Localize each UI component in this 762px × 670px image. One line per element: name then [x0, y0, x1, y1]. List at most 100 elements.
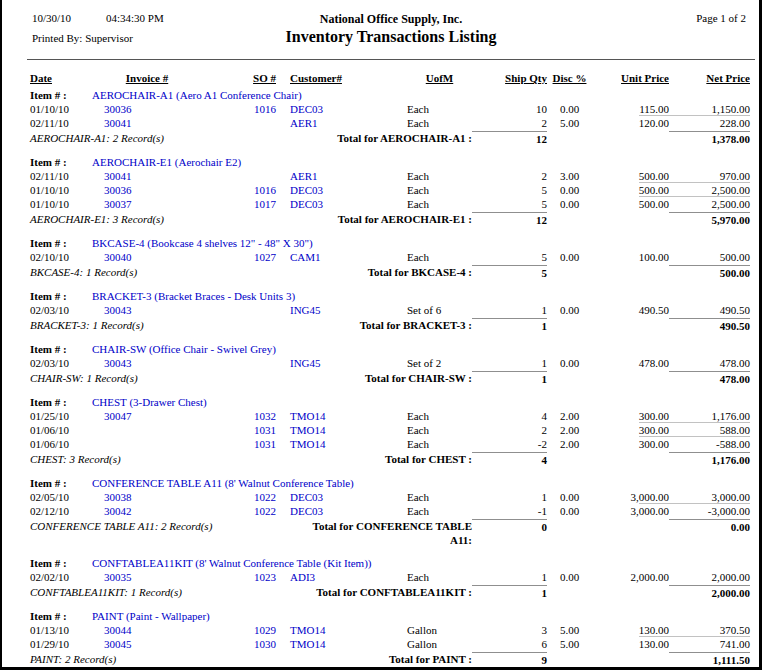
item-number-label: Item # :	[30, 155, 92, 169]
cell-ship-qty: 10	[472, 102, 547, 116]
total-disc-spacer	[547, 371, 592, 386]
cell-gap	[276, 504, 286, 518]
cell-uofm: Each	[362, 437, 472, 451]
cell-invoice-number: 30042	[92, 504, 202, 518]
item-number-label: Item # :	[30, 476, 92, 490]
total-label: Total for AEROCHAIR-E1 :	[297, 212, 472, 227]
total-ship-qty: 9	[472, 652, 547, 667]
item-section: Item # : CHEST (3-Drawer Chest) 01/25/10…	[30, 395, 759, 467]
transaction-row: 02/11/10 30041 AER1 Each 2 5.00 120.00 2…	[30, 116, 750, 130]
total-label: Total for BRACKET-3 :	[297, 318, 472, 333]
column-header-so: SO #	[202, 71, 276, 85]
cell-invoice-number: 30040	[92, 250, 202, 264]
report-title: Inventory Transactions Listing	[30, 28, 752, 46]
total-net-price: 0.00	[669, 519, 750, 547]
column-header-net-price: Net Price	[669, 71, 750, 85]
transaction-row: 01/29/10 30045 1030 TMO14 Gallon 6 5.00 …	[30, 637, 750, 651]
section-rows: 02/05/10 30038 1022 DEC03 Each 1 0.00 3,…	[30, 490, 759, 518]
section-footer-row: AEROCHAIR-E1: 3 Record(s) Total for AERO…	[30, 212, 750, 227]
cell-unit-price: 100.00	[592, 250, 669, 264]
cell-gap	[276, 303, 286, 317]
cell-uofm: Each	[362, 250, 472, 264]
cell-unit-price: 300.00	[592, 423, 669, 437]
records-count: BRACKET-3: 1 Record(s)	[30, 318, 297, 333]
records-count: CONFERENCE TABLE A11: 2 Record(s)	[30, 519, 297, 547]
cell-so-number: 1016	[202, 183, 276, 197]
transaction-row: 01/06/10 1031 TMO14 Each 2 2.00 300.00 5…	[30, 423, 750, 437]
total-net-price: 490.50	[669, 318, 750, 333]
total-unit-spacer	[592, 212, 669, 227]
cell-date: 01/10/10	[30, 183, 92, 197]
section-footer-row: CHEST: 3 Record(s) Total for CHEST : 4 1…	[30, 452, 750, 467]
item-section: Item # : BRACKET-3 (Bracket Braces - Des…	[30, 289, 759, 333]
cell-ship-qty: -1	[472, 504, 547, 518]
cell-date: 01/06/10	[30, 423, 92, 437]
cell-ship-qty: 1	[472, 356, 547, 370]
column-header-ship-qty: Ship Qty	[472, 71, 547, 85]
cell-disc-percent: 5.00	[547, 637, 592, 651]
section-rows: 01/10/10 30036 1016 DEC03 Each 10 0.00 1…	[30, 102, 759, 130]
cell-uofm: Each	[362, 570, 472, 584]
column-header-disc-label: Disc %	[553, 72, 587, 84]
column-header-unit-price: Unit Price	[592, 71, 669, 85]
cell-disc-percent: 2.00	[547, 423, 592, 437]
item-section: Item # : CONFERENCE TABLE A11 (8' Walnut…	[30, 476, 759, 547]
cell-customer-number: DEC03	[286, 504, 362, 518]
section-rows: 02/02/10 30035 1023 ADI3 Each 1 0.00 2,0…	[30, 570, 759, 584]
cell-invoice-number: 30037	[92, 197, 202, 211]
cell-customer-number: ING45	[286, 303, 362, 317]
cell-customer-number: ADI3	[286, 570, 362, 584]
column-header-customer: Customer#	[286, 71, 362, 85]
section-rows: 02/11/10 30041 AER1 Each 2 3.00 500.00 9…	[30, 169, 759, 211]
section-footer-row: CONFERENCE TABLE A11: 2 Record(s) Total …	[30, 519, 750, 547]
cell-uofm: Each	[362, 102, 472, 116]
item-section: Item # : BKCASE-4 (Bookcase 4 shelves 12…	[30, 236, 759, 280]
item-header-row: Item # : CHEST (3-Drawer Chest)	[30, 395, 750, 409]
cell-customer-number: ING45	[286, 356, 362, 370]
page-number: Page 1 of 2	[696, 12, 746, 24]
column-header-invoice: Invoice #	[92, 71, 202, 85]
cell-ship-qty: 4	[472, 409, 547, 423]
cell-uofm: Each	[362, 169, 472, 183]
total-label: Total for CHAIR-SW :	[297, 371, 472, 386]
cell-gap	[276, 250, 286, 264]
cell-ship-qty: 2	[472, 169, 547, 183]
section-footer-row: CHAIR-SW: 1 Record(s) Total for CHAIR-SW…	[30, 371, 750, 386]
item-number-label: Item # :	[30, 609, 92, 623]
total-net-price: 500.00	[669, 265, 750, 280]
item-name: CONFTABLEA11KIT (8' Walnut Conference Ta…	[92, 556, 371, 570]
column-header-date: Date	[30, 71, 92, 85]
total-unit-spacer	[592, 318, 669, 333]
cell-net-price: 2,500.00	[669, 183, 750, 197]
cell-unit-price: 300.00	[592, 437, 669, 451]
cell-disc-percent: 0.00	[547, 356, 592, 370]
cell-uofm: Gallon	[362, 637, 472, 651]
cell-net-price: 2,000.00	[669, 570, 750, 584]
cell-customer-number: AER1	[286, 116, 362, 130]
records-count: PAINT: 2 Record(s)	[30, 652, 297, 667]
cell-customer-number: TMO14	[286, 637, 362, 651]
cell-uofm: Each	[362, 116, 472, 130]
cell-disc-percent: 0.00	[547, 504, 592, 518]
column-header-invoice-label: Invoice #	[126, 72, 168, 84]
cell-gap	[276, 437, 286, 451]
item-number-label: Item # :	[30, 556, 92, 570]
records-count: CONFTABLEA11KIT: 1 Record(s)	[30, 585, 297, 600]
cell-net-price: 741.00	[669, 637, 750, 651]
cell-uofm: Each	[362, 183, 472, 197]
section-footer-row: BRACKET-3: 1 Record(s) Total for BRACKET…	[30, 318, 750, 333]
item-header-row: Item # : CHAIR-SW (Office Chair - Swivel…	[30, 342, 750, 356]
item-header-row: Item # : PAINT (Paint - Wallpaper)	[30, 609, 750, 623]
cell-date: 02/12/10	[30, 504, 92, 518]
item-section: Item # : AEROCHAIR-E1 (Aerochair E2) 02/…	[30, 155, 759, 227]
cell-net-price: -588.00	[669, 437, 750, 451]
cell-date: 02/10/10	[30, 250, 92, 264]
transaction-row: 02/12/10 30042 1022 DEC03 Each -1 0.00 3…	[30, 504, 750, 518]
cell-gap	[276, 183, 286, 197]
section-footer-row: BKCASE-4: 1 Record(s) Total for BKCASE-4…	[30, 265, 750, 280]
cell-customer-number: DEC03	[286, 183, 362, 197]
item-name: CHAIR-SW (Office Chair - Swivel Grey)	[92, 342, 276, 356]
cell-net-price: 2,500.00	[669, 197, 750, 211]
cell-disc-percent: 2.00	[547, 409, 592, 423]
cell-invoice-number: 30045	[92, 637, 202, 651]
